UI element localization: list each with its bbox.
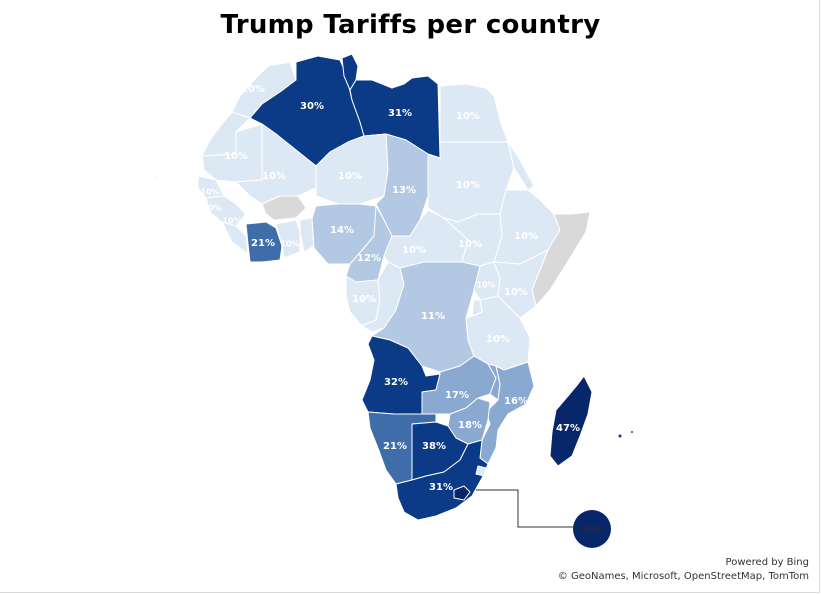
tariff-label: 10%	[352, 294, 376, 305]
country-lesotho[interactable]	[453, 485, 471, 501]
tariff-label: 21%	[383, 441, 407, 452]
tariff-label: 38%	[422, 441, 446, 452]
lesotho-callout-line	[476, 489, 574, 528]
tariff-label: 10%	[280, 240, 299, 249]
tariff-label: 32%	[384, 377, 408, 388]
country-eritrea[interactable]	[507, 141, 535, 191]
tariff-label: 10%	[476, 281, 495, 290]
country-liberia[interactable]	[221, 221, 249, 255]
country-madagascar[interactable]	[549, 375, 593, 467]
country-south-africa[interactable]	[395, 439, 489, 521]
tariff-label: 21%	[251, 238, 275, 249]
country-burkina-faso[interactable]	[261, 195, 307, 221]
country-libya[interactable]	[349, 75, 441, 159]
tariff-label: 10%	[456, 180, 480, 191]
tariff-label: 13%	[392, 185, 416, 196]
country-ghana[interactable]	[275, 219, 301, 259]
country-eswatini[interactable]	[475, 465, 487, 477]
map-title: Trump Tariffs per country	[220, 10, 601, 40]
country-benin[interactable]	[299, 217, 315, 253]
country-kenya[interactable]	[493, 249, 549, 319]
map-credits: Powered by Bing © GeoNames, Microsoft, O…	[558, 556, 809, 584]
tariff-label: 18%	[458, 420, 482, 431]
tariff-label: 10%	[504, 287, 528, 298]
island-comoros	[617, 433, 623, 439]
tariff-label: 10%	[338, 171, 362, 182]
tariff-label: 10%	[202, 204, 221, 213]
country-guinea[interactable]	[205, 195, 247, 227]
island-mauritius	[630, 430, 634, 434]
tariff-label: 10%	[200, 188, 219, 197]
credit-powered-by: Powered by Bing	[725, 557, 809, 568]
tariff-label: 12%	[357, 253, 381, 264]
map-labels: 10%30%31% 10%10%10% 10%13% 10%10%10%21% 10%1…	[200, 84, 605, 536]
tariff-label: 10%	[241, 84, 265, 95]
tariff-label: 31%	[429, 482, 453, 493]
tariff-label: 10%	[222, 217, 241, 226]
tariff-label: 30%	[300, 101, 324, 112]
credit-sources: © GeoNames, Microsoft, OpenStreetMap, To…	[557, 571, 809, 582]
tariff-label: 10%	[514, 231, 538, 242]
tariff-label: 10%	[224, 151, 248, 162]
tariff-label: 10%	[402, 245, 426, 256]
tariff-label: 10%	[458, 239, 482, 250]
lesotho-callout-bubble[interactable]	[573, 510, 611, 548]
country-ivory-coast[interactable]	[245, 221, 283, 263]
tariff-label: 47%	[556, 423, 580, 434]
tariff-label: 31%	[388, 108, 412, 119]
tariff-label: 10%	[456, 111, 480, 122]
tariff-label: 10%	[486, 334, 510, 345]
tariff-label: 14%	[330, 225, 354, 236]
tariff-label: 11%	[421, 311, 445, 322]
tariff-label: 17%	[445, 390, 469, 401]
island-cape-verde	[154, 176, 158, 180]
tariff-label: 16%	[504, 396, 528, 407]
tariff-label: 10%	[262, 171, 286, 182]
tariff-label: 50%	[581, 525, 605, 536]
